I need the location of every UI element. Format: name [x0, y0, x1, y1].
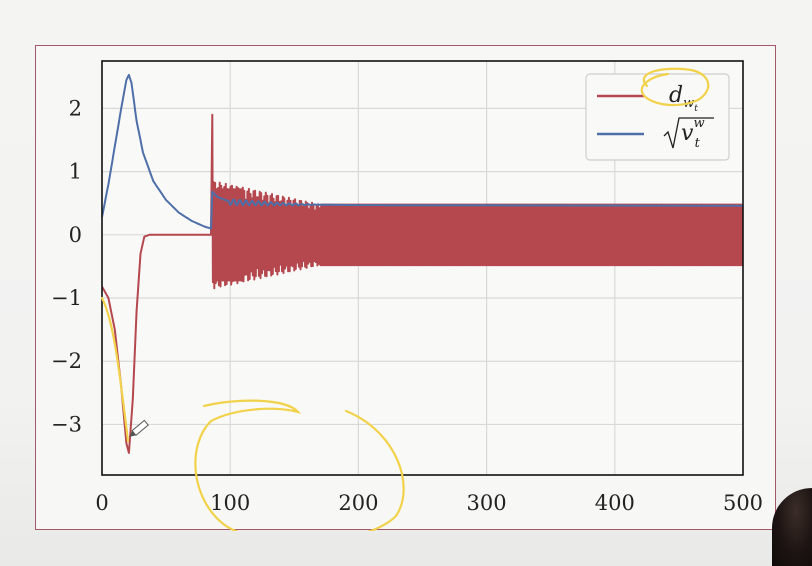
- y-tick-label: 0: [69, 223, 82, 247]
- x-tick-label: 500: [723, 491, 763, 515]
- presenter-silhouette: [772, 488, 812, 566]
- series-group: [102, 73, 743, 454]
- axes-frame: [101, 60, 744, 476]
- highlight-circle-legend: [640, 67, 710, 107]
- legend-sqrt-symbol: [663, 117, 714, 149]
- x-tick-label: 100: [210, 491, 250, 515]
- x-tick-label: 300: [467, 491, 507, 515]
- x-tick-label: 400: [595, 491, 635, 515]
- highlight-circle-axis: [194, 399, 405, 531]
- legend-label-sqrt-v: vw t: [681, 116, 705, 151]
- y-tick-label: −2: [51, 349, 82, 373]
- pen-cursor-icon: [129, 419, 149, 437]
- y-tick-label: 2: [69, 96, 82, 120]
- highlight-stroke-dip: [100, 296, 130, 443]
- figure-frame: 0 100 200 300 400 500 2 1 0 −1 −2 −3 dwt vw t: [35, 45, 776, 531]
- y-tick-label: −1: [51, 286, 82, 310]
- series-sqrt-v-line: [102, 73, 743, 230]
- y-tick-label: 1: [69, 160, 82, 184]
- series-d-line: [102, 113, 743, 454]
- y-tick-label: −3: [51, 412, 82, 436]
- x-tick-label: 200: [338, 491, 378, 515]
- x-tick-label: 0: [95, 491, 108, 515]
